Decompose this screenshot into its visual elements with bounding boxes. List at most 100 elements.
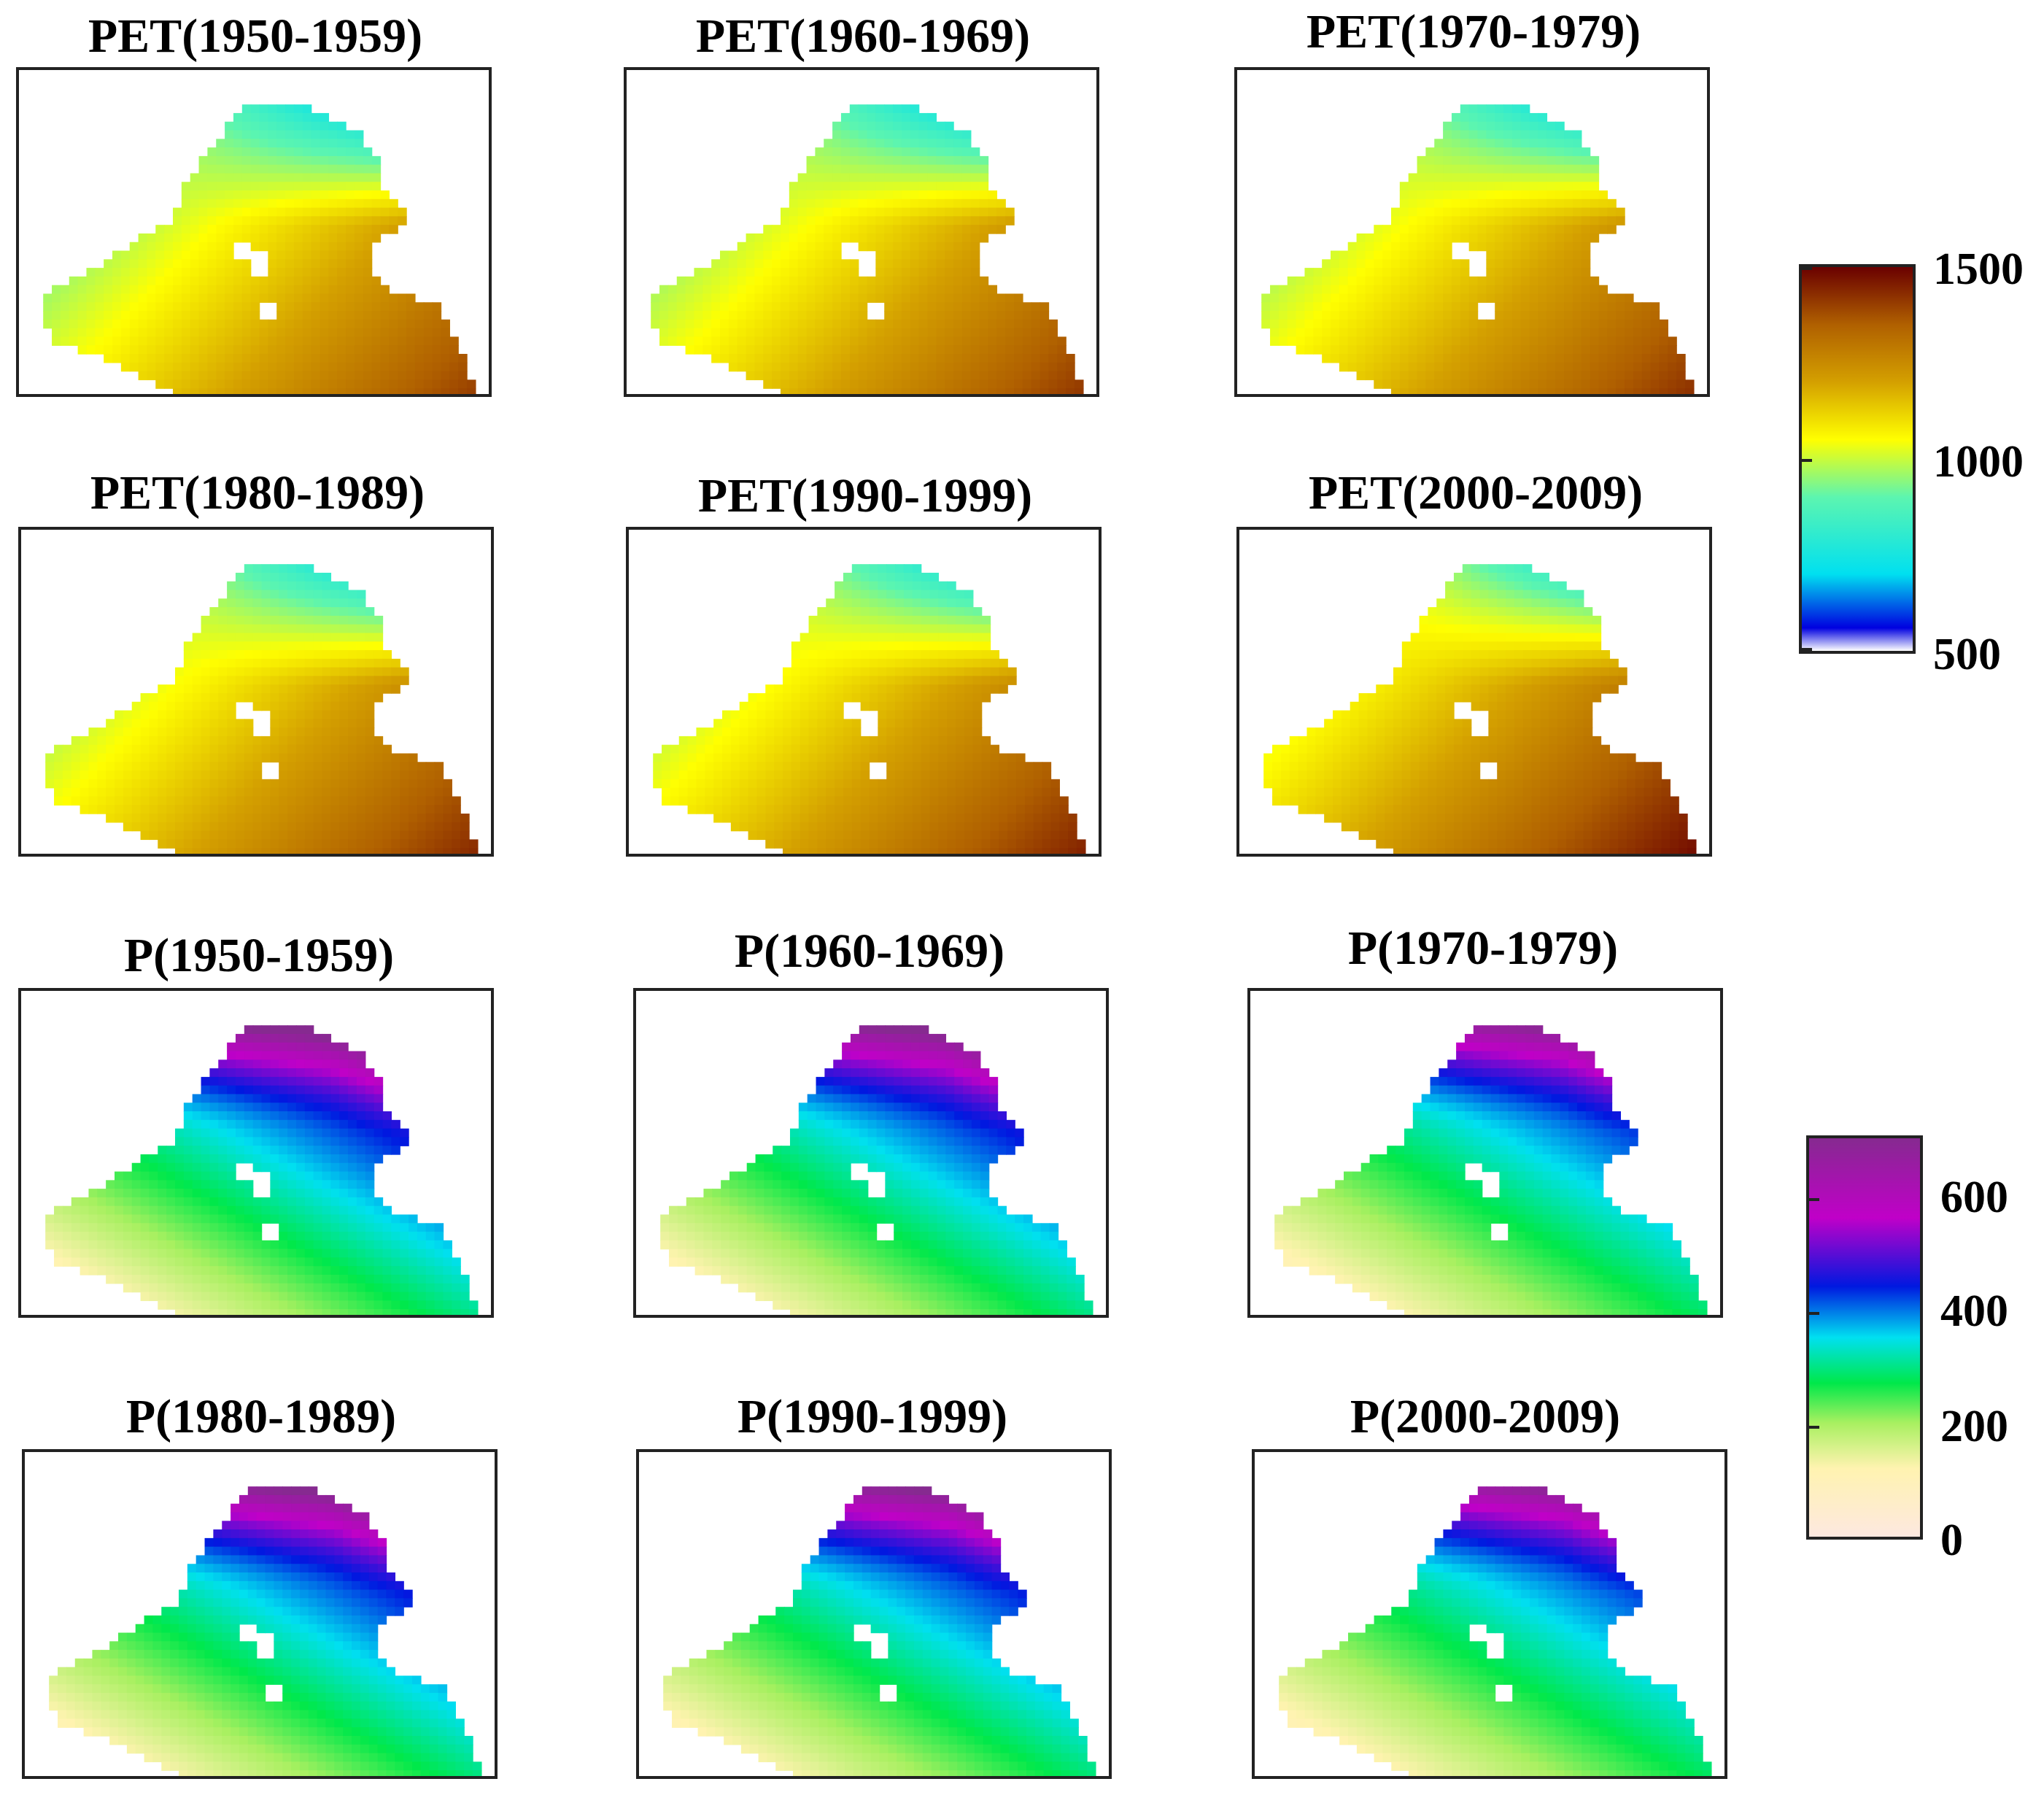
map-cell bbox=[702, 336, 712, 346]
map-cell bbox=[432, 379, 442, 389]
map-cell bbox=[1538, 173, 1548, 182]
map-cell bbox=[138, 276, 148, 286]
map-cell bbox=[225, 173, 234, 182]
map-cell bbox=[389, 371, 398, 381]
map-cell bbox=[884, 139, 894, 148]
map-cell bbox=[772, 345, 781, 355]
map-cell bbox=[174, 727, 185, 737]
map-cell bbox=[936, 147, 945, 157]
map-cell bbox=[893, 225, 902, 234]
map-cell bbox=[1434, 388, 1444, 394]
map-cell bbox=[147, 311, 156, 320]
map-cell bbox=[270, 667, 279, 677]
map-cell bbox=[1520, 233, 1530, 243]
map-cell bbox=[1503, 198, 1513, 209]
map-cell bbox=[174, 822, 185, 832]
map-cell bbox=[901, 112, 911, 123]
map-cell bbox=[302, 276, 312, 286]
map-cell bbox=[244, 744, 254, 754]
map-cell bbox=[945, 353, 954, 363]
map-cell bbox=[1434, 268, 1444, 277]
map-cell bbox=[149, 753, 158, 763]
map-cell bbox=[207, 182, 217, 191]
map-cell bbox=[910, 293, 920, 303]
map-cell bbox=[927, 379, 937, 389]
map-cell bbox=[183, 848, 193, 854]
map-cell bbox=[1040, 379, 1050, 389]
map-cell bbox=[728, 276, 738, 286]
map-cell bbox=[1511, 207, 1522, 217]
map-cell bbox=[158, 736, 167, 746]
map-cell bbox=[183, 762, 193, 771]
map-cell bbox=[218, 805, 228, 814]
map-cell bbox=[858, 139, 868, 148]
map-cell bbox=[207, 362, 217, 372]
map-cell bbox=[806, 371, 816, 381]
map-cell bbox=[373, 848, 384, 854]
map-cell bbox=[71, 771, 81, 780]
map-cell bbox=[1005, 302, 1015, 312]
map-cell bbox=[806, 276, 816, 286]
map-cell bbox=[1022, 353, 1032, 363]
map-cell bbox=[1434, 353, 1444, 363]
map-cell bbox=[1650, 353, 1660, 363]
map-cell bbox=[1443, 276, 1452, 286]
map-cell bbox=[1339, 276, 1349, 286]
map-cell bbox=[961, 285, 972, 295]
map-cell bbox=[1382, 311, 1392, 320]
map-cell bbox=[1460, 276, 1470, 286]
map-cell bbox=[190, 302, 200, 312]
map-cell bbox=[1555, 345, 1565, 355]
map-cell bbox=[832, 182, 842, 191]
map-cell bbox=[1005, 371, 1015, 381]
map-cell bbox=[884, 371, 894, 381]
map-cell bbox=[441, 388, 450, 394]
map-cell bbox=[970, 268, 980, 277]
map-cell bbox=[728, 353, 738, 363]
map-cell bbox=[996, 388, 1006, 394]
map-cell bbox=[181, 353, 191, 363]
map-cell bbox=[1417, 182, 1427, 191]
map-cell bbox=[293, 121, 303, 131]
map-cell bbox=[62, 779, 72, 789]
map-cell bbox=[910, 319, 920, 329]
map-cell bbox=[702, 345, 712, 355]
map-cell bbox=[815, 173, 824, 182]
map-cell bbox=[720, 285, 729, 295]
map-cell bbox=[164, 311, 174, 320]
map-cell bbox=[252, 762, 263, 771]
map-cell bbox=[1529, 139, 1539, 148]
map-cell bbox=[441, 362, 450, 372]
map-cell bbox=[694, 293, 704, 303]
map-cell bbox=[293, 190, 303, 200]
map-cell bbox=[322, 736, 332, 746]
map-cell bbox=[1607, 362, 1617, 372]
map-cell bbox=[400, 839, 409, 849]
map-cell bbox=[1468, 293, 1479, 303]
map-cell bbox=[1425, 233, 1435, 243]
map-cell bbox=[287, 805, 297, 814]
map-cell bbox=[423, 336, 433, 346]
map-cell bbox=[1408, 233, 1418, 243]
map-cell bbox=[302, 121, 312, 131]
map-cell bbox=[1625, 311, 1634, 320]
map-cell bbox=[363, 147, 373, 157]
map-cell bbox=[1451, 139, 1461, 148]
map-cell bbox=[1477, 147, 1487, 157]
map-cell bbox=[406, 336, 416, 346]
map-cell bbox=[123, 771, 133, 780]
map-panel-pet-1970-1979 bbox=[1234, 67, 1710, 397]
map-cell bbox=[1040, 302, 1050, 312]
map-cell bbox=[192, 641, 202, 651]
map-cell bbox=[201, 830, 211, 841]
map-cell bbox=[910, 328, 920, 338]
map-cell bbox=[961, 311, 972, 320]
map-cell bbox=[884, 182, 894, 191]
map-cell bbox=[106, 771, 115, 780]
map-cell bbox=[279, 753, 288, 763]
map-cell bbox=[1031, 362, 1041, 372]
map-cell bbox=[1503, 268, 1513, 277]
map-cell bbox=[849, 207, 859, 217]
map-cell bbox=[54, 779, 63, 789]
map-cell bbox=[434, 839, 444, 849]
